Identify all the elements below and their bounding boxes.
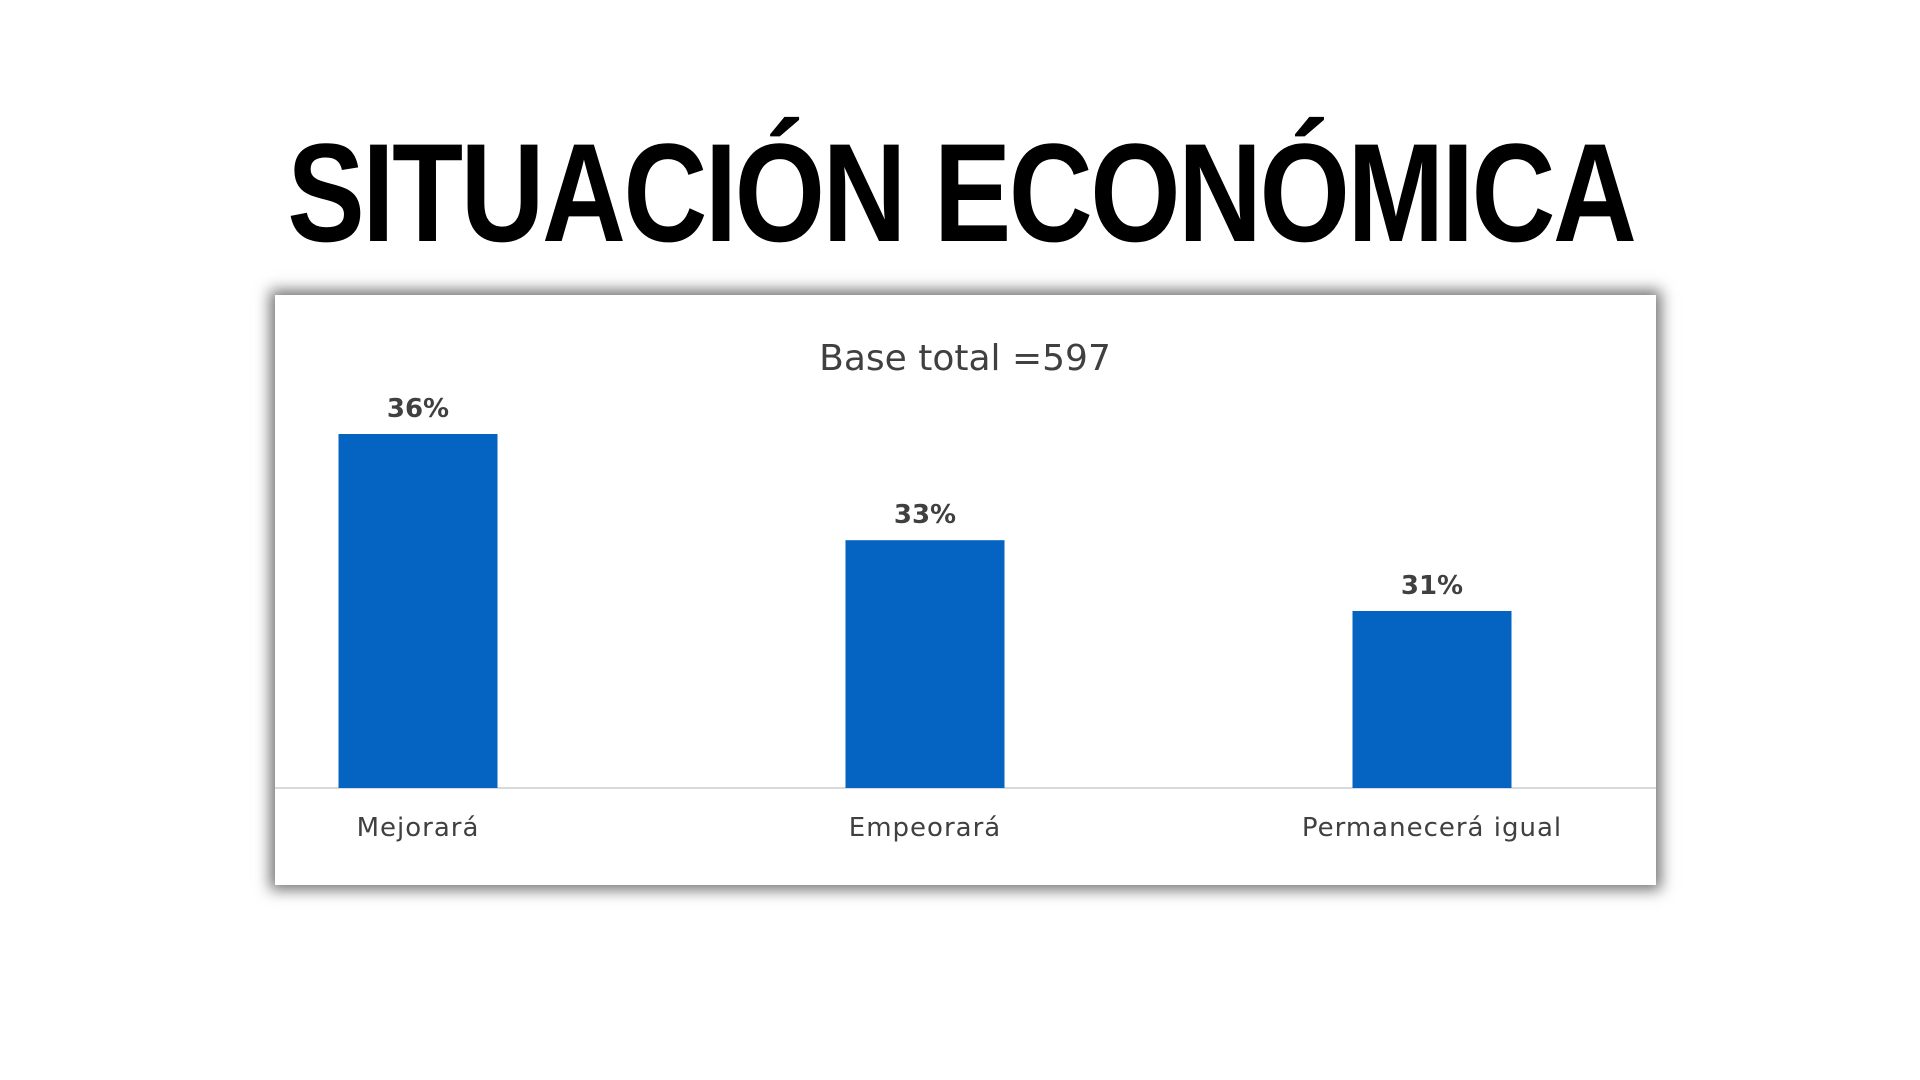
data-labels-group: 36% 33% 31% (387, 394, 1463, 601)
data-label-3: 31% (1401, 571, 1463, 601)
category-label-1: Mejorará (357, 813, 480, 843)
data-label-1: 36% (387, 394, 449, 424)
bars-group (338, 434, 1512, 788)
bar-chart: Base total =597 36% 33% 31% Mejorará Empeor… (275, 338, 1656, 843)
category-label-2: Empeorará (849, 813, 1001, 843)
bar-3 (1352, 611, 1512, 788)
category-label-3: Permanecerá igual (1302, 813, 1562, 843)
chart-title: Base total =597 (819, 338, 1111, 379)
bar-1 (338, 434, 498, 788)
page-title: SITUACIÓN ECONÓMICA (287, 114, 1637, 271)
chart-panel: Base total =597 36% 33% 31% Mejorará Empeor… (275, 295, 1656, 885)
bar-2 (845, 540, 1005, 788)
data-label-2: 33% (894, 500, 956, 530)
category-labels-group: Mejorará Empeorará Permanecerá igual (357, 813, 1562, 843)
